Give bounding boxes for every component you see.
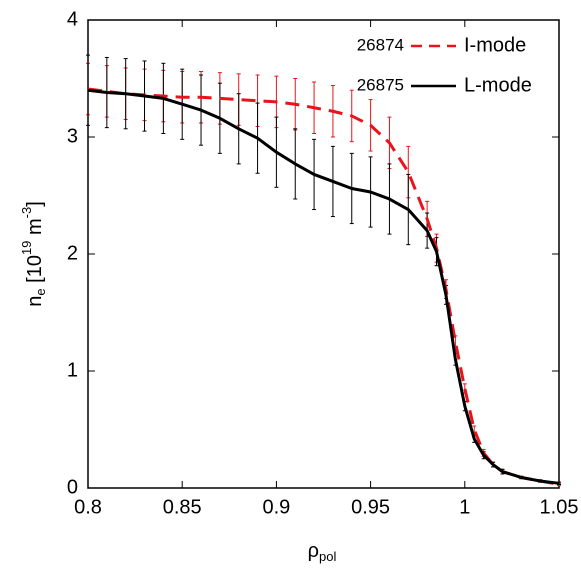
y-tick-label: 0 (67, 476, 78, 498)
y-label-unit-exp: -3 (19, 207, 34, 219)
y-label-sub: e (33, 288, 48, 295)
y-label-open: [10 (24, 255, 46, 288)
y-tick-label: 3 (67, 125, 78, 147)
y-tick-label: 4 (67, 8, 78, 30)
x-label-main: ρ (308, 540, 319, 562)
x-tick-label: 1.05 (540, 496, 579, 518)
legend-label: L-mode (464, 74, 532, 96)
y-axis-label: ne [1019 m-3] (19, 201, 48, 307)
x-tick-label: 0.8 (74, 496, 102, 518)
x-tick-label: 0.85 (163, 496, 202, 518)
x-axis-label: ρpol (308, 540, 337, 564)
y-tick-label: 1 (67, 359, 78, 381)
y-tick-label: 2 (67, 242, 78, 264)
legend-shot: 26874 (357, 35, 404, 54)
x-tick-label: 0.95 (351, 496, 390, 518)
y-label-main: n (24, 296, 46, 307)
x-tick-label: 0.9 (262, 496, 290, 518)
x-label-sub: pol (319, 549, 336, 564)
legend-shot: 26875 (357, 75, 404, 94)
series-line (87, 88, 560, 485)
legend-label: I-mode (464, 34, 526, 56)
x-tick-label: 1 (459, 496, 470, 518)
series-line (87, 87, 560, 486)
y-label-exp: 19 (19, 241, 34, 255)
y-label-unit: m (24, 218, 46, 240)
y-label-close: ] (24, 201, 46, 207)
